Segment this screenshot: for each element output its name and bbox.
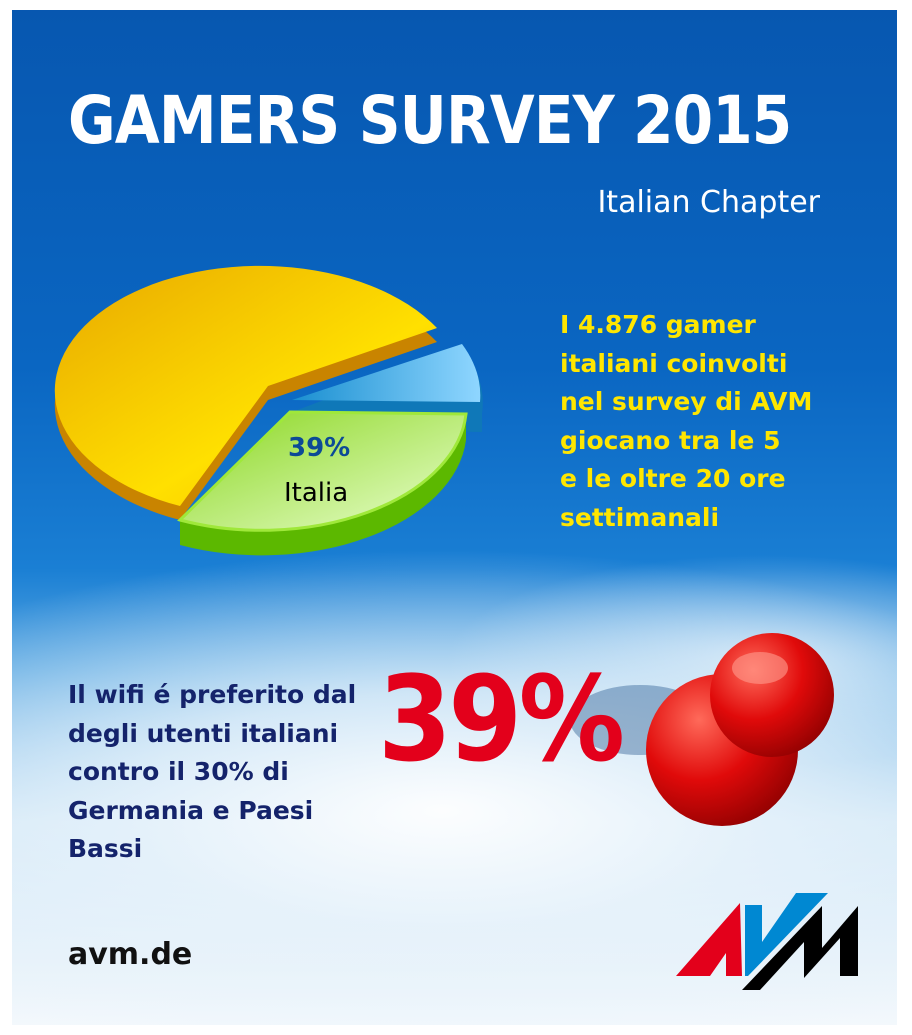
gamers-hours-stat: I 4.876 gamer italiani coinvolti nel sur… xyxy=(560,306,812,537)
stat-line: Germania e Paesi xyxy=(68,795,314,825)
avm-logo xyxy=(676,893,858,990)
stat-line: e le oltre 20 ore xyxy=(560,464,786,493)
stat-line: degli utenti italiani xyxy=(68,718,339,748)
stat-line: Bassi xyxy=(68,834,143,863)
pie-slice-main xyxy=(54,265,437,520)
stat-line: contro il 30% di xyxy=(68,757,289,786)
stat-line: italiani coinvolti xyxy=(560,348,788,378)
pie-slice-small xyxy=(292,344,483,432)
stat-line: Il wifi é preferito dal xyxy=(68,680,357,709)
page-subtitle: Italian Chapter xyxy=(597,185,820,220)
stat-line: I 4.876 gamer xyxy=(560,310,756,339)
pie-highlight-value: 39% xyxy=(288,433,351,463)
page-title: GAMERS SURVEY 2015 xyxy=(68,82,792,159)
stat-line: nel survey di AVM xyxy=(560,387,813,416)
stat-line: giocano tra le 5 xyxy=(560,425,781,455)
pie-highlight-label: Italia xyxy=(284,478,349,508)
wifi-stat: Il wifi é preferito dal degli utenti ita… xyxy=(68,676,356,869)
infographic xyxy=(12,10,897,1025)
pie-slice-highlight xyxy=(177,410,468,556)
red-pushpin-icon xyxy=(570,633,834,826)
stat-line: settimanali xyxy=(560,502,720,532)
website-link[interactable]: avm.de xyxy=(68,937,193,972)
wifi-big-percentage: 39% xyxy=(378,650,625,788)
